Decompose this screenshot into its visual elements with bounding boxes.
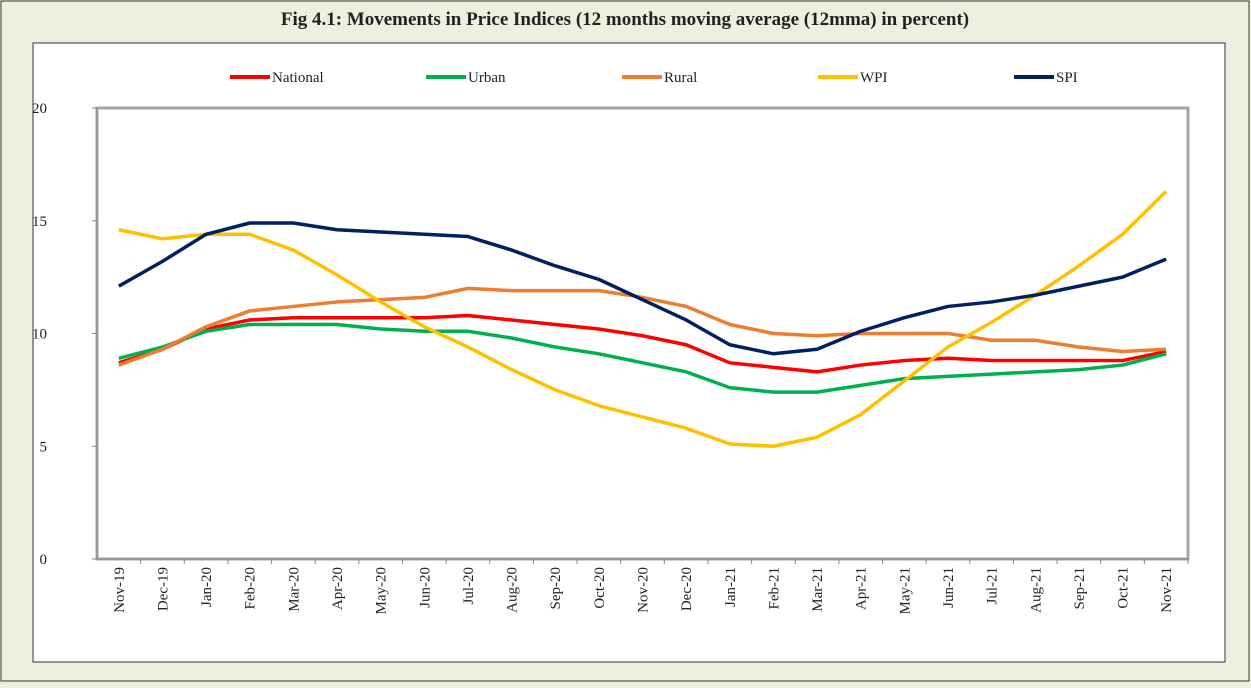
legend-label: Rural — [664, 70, 697, 86]
x-tick-label: Nov-21 — [1159, 567, 1175, 613]
x-tick-label: Jun-21 — [941, 567, 957, 608]
x-tick-label: Jan-20 — [199, 567, 215, 607]
plot-area — [95, 106, 1190, 561]
legend-label: Urban — [468, 70, 506, 86]
x-tick-label: Oct-21 — [1116, 567, 1132, 609]
y-tick-label: 10 — [32, 327, 47, 343]
x-tick-label: Aug-20 — [505, 567, 521, 613]
x-tick-label: May-20 — [374, 567, 390, 615]
x-tick-label: Aug-21 — [1028, 567, 1044, 613]
line-series — [117, 221, 1167, 356]
x-tick-label: Dec-19 — [155, 567, 171, 611]
x-tick-label: Jun-20 — [417, 567, 433, 608]
x-tick-label: Dec-20 — [679, 567, 695, 611]
legend-label: National — [272, 70, 324, 86]
x-tick-label: Sep-21 — [1072, 567, 1088, 610]
x-tick-label: Oct-20 — [592, 567, 608, 609]
chart-title: Fig 4.1: Movements in Price Indices (12 … — [281, 9, 969, 30]
y-tick-label: 5 — [40, 439, 48, 455]
x-tick-label: Apr-21 — [854, 567, 870, 610]
y-tick-label: 0 — [40, 552, 48, 568]
line-series — [118, 313, 1167, 374]
x-tick-label: Nov-20 — [636, 567, 652, 613]
line-series — [118, 322, 1167, 394]
x-tick-label: Apr-20 — [330, 567, 346, 610]
line-series — [118, 286, 1167, 367]
x-tick-label: Mar-21 — [810, 567, 826, 612]
x-tick-label: Jul-21 — [985, 567, 1001, 605]
y-tick-label: 15 — [32, 214, 47, 230]
legend-label: WPI — [860, 70, 888, 86]
x-tick-label: Mar-20 — [286, 567, 302, 612]
x-tick-label: May-21 — [897, 567, 913, 615]
x-tick-label: Sep-20 — [548, 567, 564, 610]
y-tick-label: 20 — [32, 101, 47, 117]
x-tick-label: Feb-20 — [243, 567, 259, 610]
line-series — [118, 190, 1168, 448]
x-tick-label: Feb-21 — [766, 567, 782, 610]
x-tick-label: Nov-19 — [112, 567, 128, 613]
x-tick-label: Jul-20 — [461, 567, 477, 605]
x-tick-label: Jan-21 — [723, 567, 739, 607]
legend-label: SPI — [1056, 70, 1078, 86]
